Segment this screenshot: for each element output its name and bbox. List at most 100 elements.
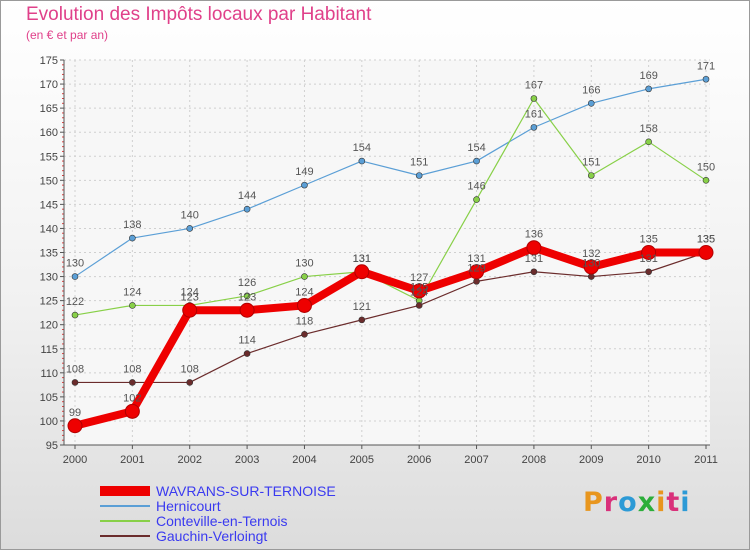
data-label: 146 bbox=[467, 181, 485, 193]
legend-item: Gauchin-Verloingt bbox=[100, 529, 336, 544]
data-point bbox=[124, 403, 140, 419]
proxiti-logo: Proxiti bbox=[583, 487, 691, 518]
data-point bbox=[583, 259, 599, 275]
data-label: 108 bbox=[66, 363, 84, 375]
x-tick-label: 2005 bbox=[350, 454, 374, 466]
data-label: 151 bbox=[582, 157, 600, 169]
x-tick-label: 2009 bbox=[579, 454, 603, 466]
data-point bbox=[239, 302, 255, 318]
data-point bbox=[587, 172, 595, 179]
data-label: 149 bbox=[295, 166, 313, 178]
series-line bbox=[74, 251, 707, 384]
data-point bbox=[415, 172, 423, 179]
legend-item: WAVRANS-SUR-TERNOISE bbox=[100, 484, 336, 499]
legend-item: Conteville-en-Ternois bbox=[100, 514, 336, 529]
data-point bbox=[587, 100, 595, 107]
data-label: 151 bbox=[410, 157, 428, 169]
data-point bbox=[243, 350, 251, 357]
data-point bbox=[354, 264, 370, 280]
data-point bbox=[243, 205, 251, 213]
data-label: 102 bbox=[123, 392, 141, 404]
data-label: 123 bbox=[238, 291, 256, 303]
legend-label: WAVRANS-SUR-TERNOISE bbox=[156, 483, 336, 499]
logo-letter: t bbox=[666, 487, 681, 518]
data-point bbox=[243, 292, 251, 300]
data-point bbox=[296, 297, 312, 313]
data-label: 158 bbox=[639, 123, 657, 135]
data-label: 140 bbox=[181, 209, 199, 221]
y-tick-label: 120 bbox=[40, 320, 58, 332]
data-label: 135 bbox=[697, 234, 715, 246]
data-point bbox=[645, 268, 652, 276]
data-label: 124 bbox=[295, 286, 313, 298]
data-point bbox=[71, 273, 79, 280]
data-label: 124 bbox=[123, 286, 141, 298]
data-label: 131 bbox=[353, 253, 371, 265]
legend-label: Conteville-en-Ternois bbox=[156, 513, 288, 529]
logo-letter: r bbox=[603, 487, 619, 518]
series-line bbox=[74, 97, 707, 316]
y-tick-label: 110 bbox=[40, 368, 58, 380]
y-tick-label: 135 bbox=[40, 248, 58, 260]
y-tick-label: 140 bbox=[40, 223, 58, 235]
y-tick-label: 170 bbox=[40, 79, 58, 91]
data-point bbox=[530, 268, 538, 276]
data-point bbox=[473, 157, 480, 165]
y-tick-label: 105 bbox=[40, 392, 58, 404]
data-label: 131 bbox=[353, 253, 371, 265]
data-point bbox=[129, 234, 136, 242]
logo-letter: x bbox=[637, 487, 657, 518]
data-label: 135 bbox=[697, 234, 715, 246]
data-label: 131 bbox=[467, 253, 485, 265]
data-point bbox=[702, 177, 710, 184]
x-tick-label: 2001 bbox=[120, 454, 144, 466]
legend-item: Hernicourt bbox=[100, 499, 336, 514]
data-point bbox=[358, 316, 366, 324]
legend-swatch bbox=[100, 535, 150, 537]
data-label: 154 bbox=[467, 142, 485, 154]
data-label: 171 bbox=[697, 60, 715, 72]
x-tick-label: 2002 bbox=[177, 454, 201, 466]
y-tick-label: 125 bbox=[40, 296, 58, 308]
x-tick-label: 2003 bbox=[235, 454, 259, 466]
data-point bbox=[301, 331, 308, 338]
data-point bbox=[645, 85, 652, 93]
logo-letter: P bbox=[583, 487, 604, 518]
data-label: 108 bbox=[123, 363, 141, 375]
data-label: 169 bbox=[639, 70, 657, 82]
logo-letter: i bbox=[680, 487, 691, 518]
y-tick-label: 95 bbox=[46, 440, 58, 452]
data-label: 130 bbox=[66, 258, 84, 270]
data-label: 154 bbox=[353, 142, 371, 154]
data-point bbox=[530, 124, 538, 131]
data-label: 150 bbox=[697, 161, 715, 173]
data-label: 121 bbox=[353, 301, 371, 313]
data-label: 123 bbox=[181, 291, 199, 303]
x-tick-label: 2008 bbox=[522, 454, 546, 466]
chart-title: Evolution des Impôts locaux par Habitant bbox=[26, 4, 372, 25]
legend-swatch bbox=[100, 486, 150, 496]
data-label: 167 bbox=[525, 80, 543, 92]
data-label: 138 bbox=[123, 219, 141, 231]
data-label: 135 bbox=[639, 234, 657, 246]
data-point bbox=[641, 245, 657, 260]
series-line bbox=[74, 78, 707, 278]
y-tick-label: 150 bbox=[40, 175, 58, 187]
data-point bbox=[71, 379, 79, 386]
data-point bbox=[702, 75, 710, 83]
y-tick-label: 175 bbox=[40, 55, 58, 67]
data-point bbox=[358, 157, 366, 165]
data-point bbox=[645, 138, 652, 146]
x-tick-label: 2006 bbox=[407, 454, 431, 466]
data-label: 130 bbox=[295, 258, 313, 270]
y-tick-label: 115 bbox=[40, 344, 58, 356]
x-tick-label: 2007 bbox=[464, 454, 488, 466]
data-point bbox=[526, 240, 542, 256]
data-point bbox=[186, 379, 194, 386]
legend-label: Gauchin-Verloingt bbox=[156, 528, 268, 544]
data-label: 127 bbox=[410, 272, 428, 284]
x-tick-label: 2000 bbox=[63, 454, 87, 466]
data-label: 130 bbox=[582, 258, 600, 270]
legend-label: Hernicourt bbox=[156, 498, 221, 514]
data-point bbox=[186, 225, 194, 232]
